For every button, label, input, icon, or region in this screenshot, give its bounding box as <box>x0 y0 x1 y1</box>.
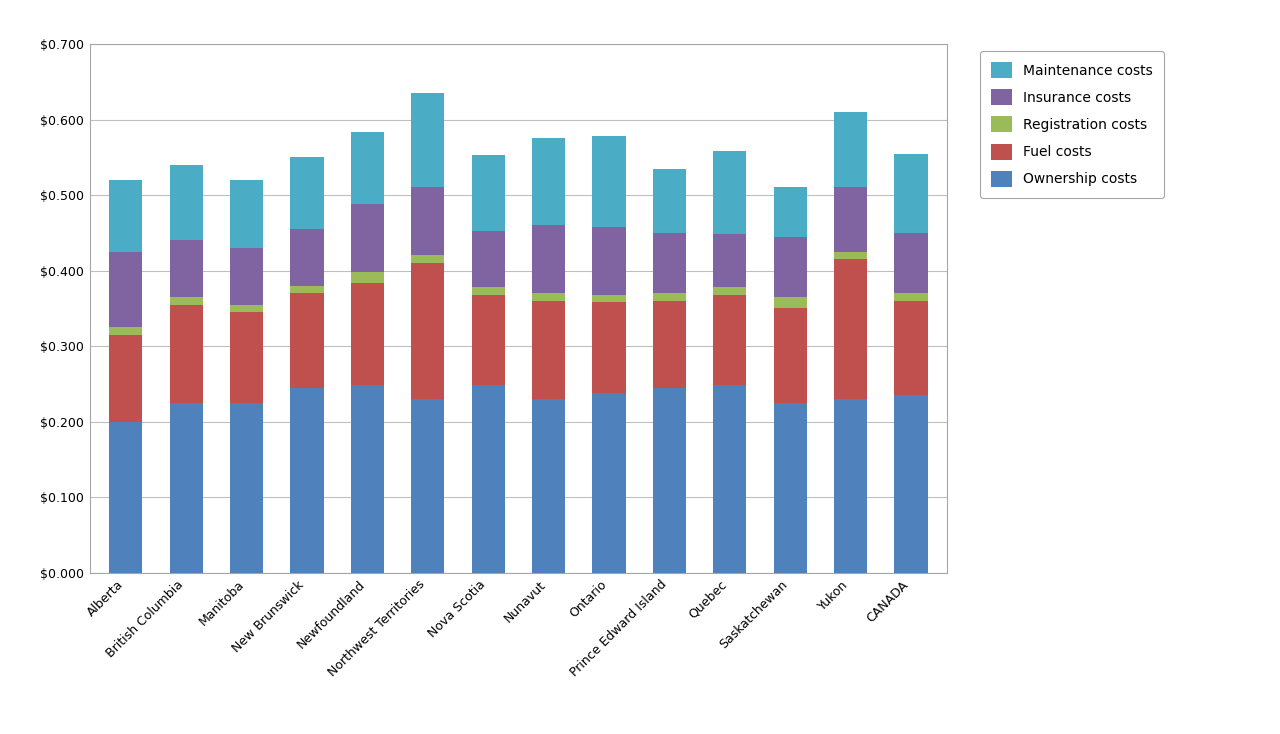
Bar <box>109 252 142 327</box>
Bar <box>532 225 566 293</box>
Bar <box>773 187 806 236</box>
Bar <box>713 294 746 385</box>
Bar <box>471 294 504 385</box>
Bar <box>895 233 928 293</box>
Bar <box>653 293 686 301</box>
Bar <box>291 157 324 229</box>
Bar <box>532 139 566 225</box>
Bar <box>351 385 384 573</box>
Bar <box>593 294 626 302</box>
Bar <box>351 283 384 385</box>
Bar <box>773 236 806 297</box>
Bar <box>532 399 566 573</box>
Bar <box>593 302 626 393</box>
Bar <box>109 327 142 335</box>
Bar <box>895 301 928 395</box>
Bar <box>713 151 746 234</box>
Bar <box>593 136 626 227</box>
Bar <box>230 305 264 312</box>
Bar <box>471 230 504 287</box>
Bar <box>170 403 202 573</box>
Bar <box>230 248 264 305</box>
Bar <box>291 229 324 286</box>
Bar <box>895 395 928 573</box>
Bar <box>593 393 626 573</box>
Bar <box>170 305 202 403</box>
Bar <box>230 403 264 573</box>
Bar <box>713 385 746 573</box>
Bar <box>411 399 444 573</box>
Bar <box>291 286 324 293</box>
Bar <box>835 112 867 187</box>
Bar <box>109 335 142 421</box>
Bar <box>653 301 686 388</box>
Bar <box>835 399 867 573</box>
Bar <box>773 308 806 403</box>
Bar <box>351 272 384 283</box>
Bar <box>170 165 202 240</box>
Bar <box>351 204 384 272</box>
Bar <box>653 388 686 573</box>
Bar <box>895 293 928 301</box>
Bar <box>291 388 324 573</box>
Bar <box>411 93 444 187</box>
Bar <box>532 301 566 399</box>
Bar <box>109 421 142 573</box>
Bar <box>835 259 867 399</box>
Bar <box>170 297 202 305</box>
Bar <box>109 180 142 252</box>
Bar <box>471 155 504 230</box>
Bar <box>653 233 686 293</box>
Bar <box>471 385 504 573</box>
Legend: Maintenance costs, Insurance costs, Registration costs, Fuel costs, Ownership co: Maintenance costs, Insurance costs, Regi… <box>980 51 1164 198</box>
Bar <box>713 234 746 287</box>
Bar <box>411 255 444 263</box>
Bar <box>291 293 324 388</box>
Bar <box>471 287 504 294</box>
Bar <box>773 297 806 308</box>
Bar <box>713 287 746 294</box>
Bar <box>895 153 928 233</box>
Bar <box>532 293 566 301</box>
Bar <box>170 240 202 297</box>
Bar <box>835 187 867 252</box>
Bar <box>411 187 444 255</box>
Bar <box>593 227 626 294</box>
Bar <box>411 263 444 399</box>
Bar <box>653 169 686 233</box>
Bar <box>835 252 867 259</box>
Bar <box>230 312 264 403</box>
Bar <box>230 180 264 248</box>
Bar <box>773 403 806 573</box>
Bar <box>351 132 384 204</box>
